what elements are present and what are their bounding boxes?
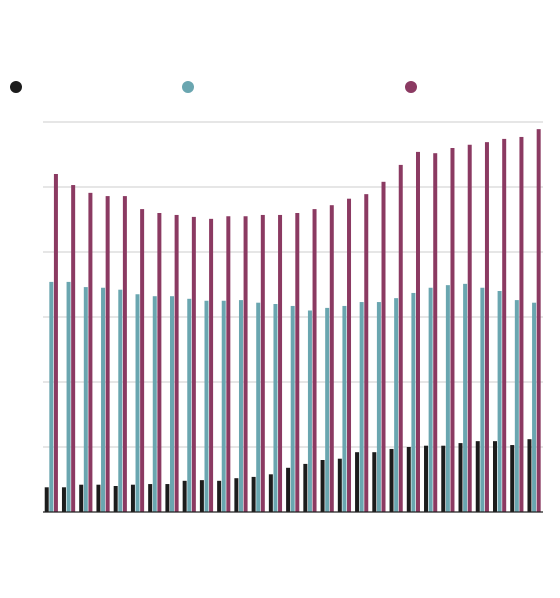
bar bbox=[497, 291, 502, 512]
bar bbox=[226, 216, 231, 512]
bar bbox=[105, 196, 110, 512]
bar bbox=[347, 198, 352, 512]
bar bbox=[514, 300, 519, 512]
bar bbox=[519, 136, 524, 512]
bar bbox=[312, 209, 317, 512]
bar bbox=[415, 151, 420, 512]
legend-marker bbox=[10, 81, 22, 93]
bar bbox=[243, 216, 248, 512]
bar bbox=[320, 460, 325, 512]
bar bbox=[260, 214, 265, 512]
bar bbox=[101, 287, 106, 512]
bar bbox=[268, 474, 273, 512]
bar bbox=[475, 441, 480, 512]
bar bbox=[364, 194, 369, 512]
bar bbox=[61, 487, 66, 512]
bar bbox=[135, 294, 140, 512]
bar bbox=[130, 484, 135, 512]
bar bbox=[492, 441, 497, 512]
bar bbox=[251, 476, 256, 512]
bar bbox=[278, 214, 283, 512]
bar bbox=[71, 185, 76, 513]
bar bbox=[329, 205, 334, 512]
bar bbox=[290, 305, 295, 512]
legend-marker bbox=[405, 81, 417, 93]
bar bbox=[376, 302, 381, 512]
bar bbox=[536, 129, 541, 512]
bar bbox=[359, 302, 364, 512]
bar bbox=[445, 285, 450, 512]
bar bbox=[428, 287, 433, 512]
bar bbox=[217, 480, 222, 512]
bar bbox=[433, 153, 438, 512]
bar bbox=[337, 458, 342, 512]
bar bbox=[411, 292, 416, 512]
bar bbox=[441, 445, 446, 512]
bar bbox=[527, 439, 532, 512]
bar bbox=[199, 480, 204, 512]
bar bbox=[458, 443, 463, 512]
bar bbox=[389, 448, 394, 512]
bar bbox=[480, 287, 485, 512]
bar bbox=[157, 213, 162, 512]
bar bbox=[295, 213, 300, 512]
bar bbox=[221, 300, 226, 512]
bar bbox=[381, 181, 386, 513]
bar bbox=[238, 300, 243, 512]
bar bbox=[122, 196, 127, 512]
bar bbox=[372, 452, 377, 512]
legend-marker bbox=[182, 81, 194, 93]
bar bbox=[510, 445, 515, 512]
bar bbox=[83, 287, 88, 512]
bar bbox=[88, 192, 93, 512]
bar bbox=[49, 281, 54, 512]
bar bbox=[44, 487, 49, 512]
bar bbox=[118, 289, 123, 512]
bar bbox=[424, 445, 429, 512]
bar bbox=[256, 302, 261, 512]
bar bbox=[398, 164, 403, 512]
bar bbox=[170, 296, 175, 512]
bar bbox=[286, 467, 291, 512]
bar bbox=[394, 298, 399, 512]
bar bbox=[273, 304, 278, 512]
bar bbox=[325, 307, 330, 512]
bar bbox=[234, 478, 239, 512]
bar bbox=[191, 216, 196, 512]
bar bbox=[182, 480, 187, 512]
bar bbox=[165, 484, 170, 512]
bar bbox=[303, 463, 308, 512]
bar bbox=[355, 452, 360, 512]
bar bbox=[450, 148, 455, 512]
bar bbox=[152, 296, 157, 512]
bar bbox=[53, 174, 58, 512]
bar bbox=[406, 447, 411, 512]
bar bbox=[209, 218, 214, 512]
bar bbox=[79, 484, 84, 512]
bar bbox=[484, 142, 489, 512]
bar bbox=[174, 214, 179, 512]
bar bbox=[342, 305, 347, 512]
bar bbox=[148, 484, 153, 512]
bar bbox=[463, 283, 468, 512]
bar bbox=[502, 138, 507, 512]
bar bbox=[96, 484, 101, 512]
bar bbox=[140, 209, 145, 512]
bar bbox=[113, 486, 118, 512]
bar bbox=[204, 300, 209, 512]
bar bbox=[66, 281, 71, 512]
bar bbox=[307, 310, 312, 512]
bar bbox=[187, 298, 192, 512]
bar bbox=[467, 144, 472, 512]
bar bbox=[532, 302, 537, 512]
